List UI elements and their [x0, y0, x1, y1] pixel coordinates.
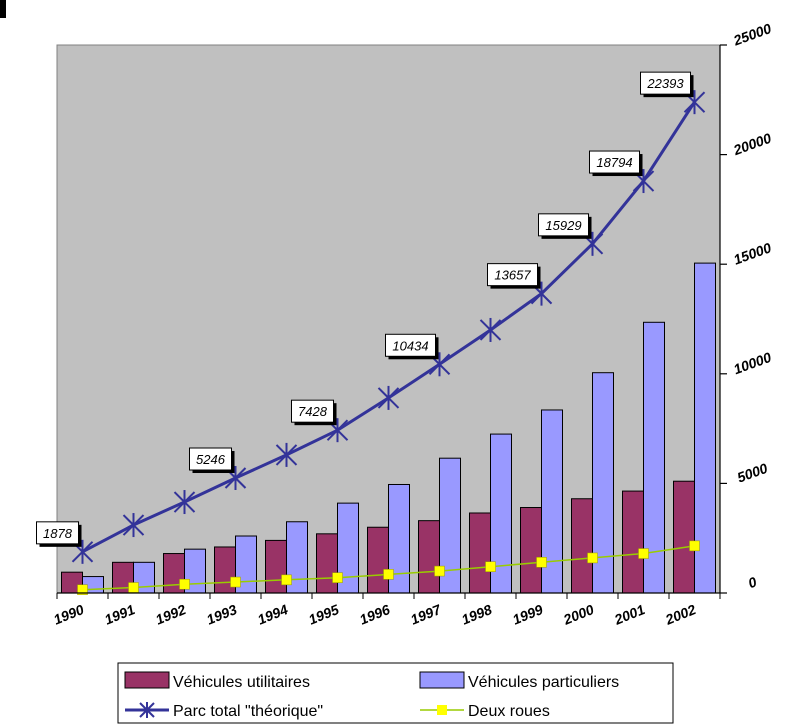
data-label-18794: 18794 [589, 150, 643, 177]
data-label-15929: 15929 [538, 213, 592, 239]
marker-deux-roues-1993 [230, 576, 241, 588]
data-labels-layer: 1878 5246 7428 10434 13657 15929 18794 22393 [36, 71, 694, 547]
marker-deux-roues-1991 [128, 582, 139, 593]
bar-utilitaires-2002 [673, 480, 695, 594]
svg-text:Parc total "théorique": Parc total "théorique" [173, 703, 323, 720]
marker-deux-roues-2001 [638, 548, 649, 559]
legend-item-2: Parc total "théorique" [125, 702, 323, 720]
svg-text:10434: 10434 [392, 338, 428, 353]
marker-deux-roues-2002 [689, 540, 700, 552]
svg-text:22393: 22393 [646, 76, 684, 91]
svg-text:Véhicules particuliers: Véhicules particuliers [468, 674, 619, 691]
y-tick-label-25000: 25000 [730, 20, 773, 49]
y-tick-label-20000: 20000 [730, 130, 773, 159]
bar-utilitaires-1998 [469, 512, 491, 594]
x-tick-label-1990: 1990 [51, 601, 86, 628]
y-tick-label-0: 0 [746, 573, 759, 591]
legend-item-3: Deux roues [420, 703, 550, 720]
marker-parc-1992 [173, 490, 196, 515]
x-tick-label-2000: 2000 [560, 601, 596, 628]
marker-parc-1991 [122, 513, 145, 538]
marker-deux-roues-1994 [281, 574, 292, 586]
legend-box [117, 662, 674, 724]
bar-utilitaires-1997 [418, 520, 440, 594]
y-tick-label-5000: 5000 [735, 460, 770, 486]
svg-text:Deux roues: Deux roues [468, 703, 550, 720]
x-ticks-layer: 1990 1991 1992 1993 1994 1995 1996 1997 1998 1999… [51, 593, 721, 628]
bar-utilitaires-2000 [571, 498, 593, 594]
svg-text:5246: 5246 [196, 452, 226, 467]
svg-text:13657: 13657 [494, 268, 531, 283]
data-label-5246: 5246 [189, 447, 235, 474]
marker-parc-1994 [275, 442, 298, 467]
x-tick-label-1997: 1997 [408, 601, 444, 628]
bar-utilitaires-2001 [622, 490, 644, 594]
marker-deux-roues-1995 [332, 572, 343, 583]
x-tick-label-2001: 2001 [611, 601, 647, 628]
x-tick-label-1996: 1996 [357, 601, 392, 628]
x-tick-label-2002: 2002 [662, 601, 698, 628]
data-label-10434: 10434 [385, 333, 439, 360]
y-ticks-layer: 0 5000 10000 15000 20000 25000 [720, 20, 774, 594]
x-tick-label-1994: 1994 [255, 601, 290, 628]
corner-mark [0, 0, 6, 18]
marker-deux-roues-1998 [485, 561, 496, 572]
svg-text:1878: 1878 [43, 526, 73, 541]
data-label-7428: 7428 [291, 399, 337, 426]
y-tick-label-15000: 15000 [731, 239, 773, 267]
x-tick-label-1998: 1998 [459, 601, 494, 628]
marker-deux-roues-1999 [536, 557, 547, 568]
x-tick-label-1993: 1993 [204, 601, 239, 628]
marker-deux-roues-1997 [434, 565, 445, 577]
x-tick-label-1995: 1995 [306, 601, 341, 628]
marker-deux-roues-1996 [383, 569, 394, 580]
svg-text:15929: 15929 [545, 218, 581, 233]
marker-deux-roues-2000 [587, 552, 598, 564]
x-tick-label-1999: 1999 [510, 601, 545, 628]
data-label-13657: 13657 [487, 263, 541, 289]
legend-item-0: Véhicules utilitaires [124, 671, 310, 691]
bar-utilitaires-1995 [316, 533, 338, 594]
marker-parc-1998 [479, 317, 502, 342]
svg-text:Véhicules utilitaires: Véhicules utilitaires [173, 674, 310, 691]
svg-text:18794: 18794 [596, 155, 632, 170]
marker-deux-roues-1992 [179, 578, 190, 590]
legend: Véhicules utilitaires Véhicules particuli… [117, 662, 674, 724]
x-tick-label-1992: 1992 [153, 601, 188, 628]
x-tick-label-1991: 1991 [102, 601, 137, 628]
data-label-1878: 1878 [36, 521, 82, 547]
bar-utilitaires-1994 [265, 539, 287, 594]
svg-text:7428: 7428 [298, 404, 328, 419]
bar-utilitaires-1996 [367, 526, 389, 594]
bar-utilitaires-1999 [520, 507, 542, 594]
bars-layer [61, 262, 716, 594]
legend-item-1: Véhicules particuliers [419, 671, 619, 691]
marker-parc-1996 [377, 385, 400, 410]
data-label-22393: 22393 [640, 71, 694, 98]
y-tick-label-10000: 10000 [731, 349, 773, 377]
marker-deux-roues-1990 [77, 584, 88, 595]
